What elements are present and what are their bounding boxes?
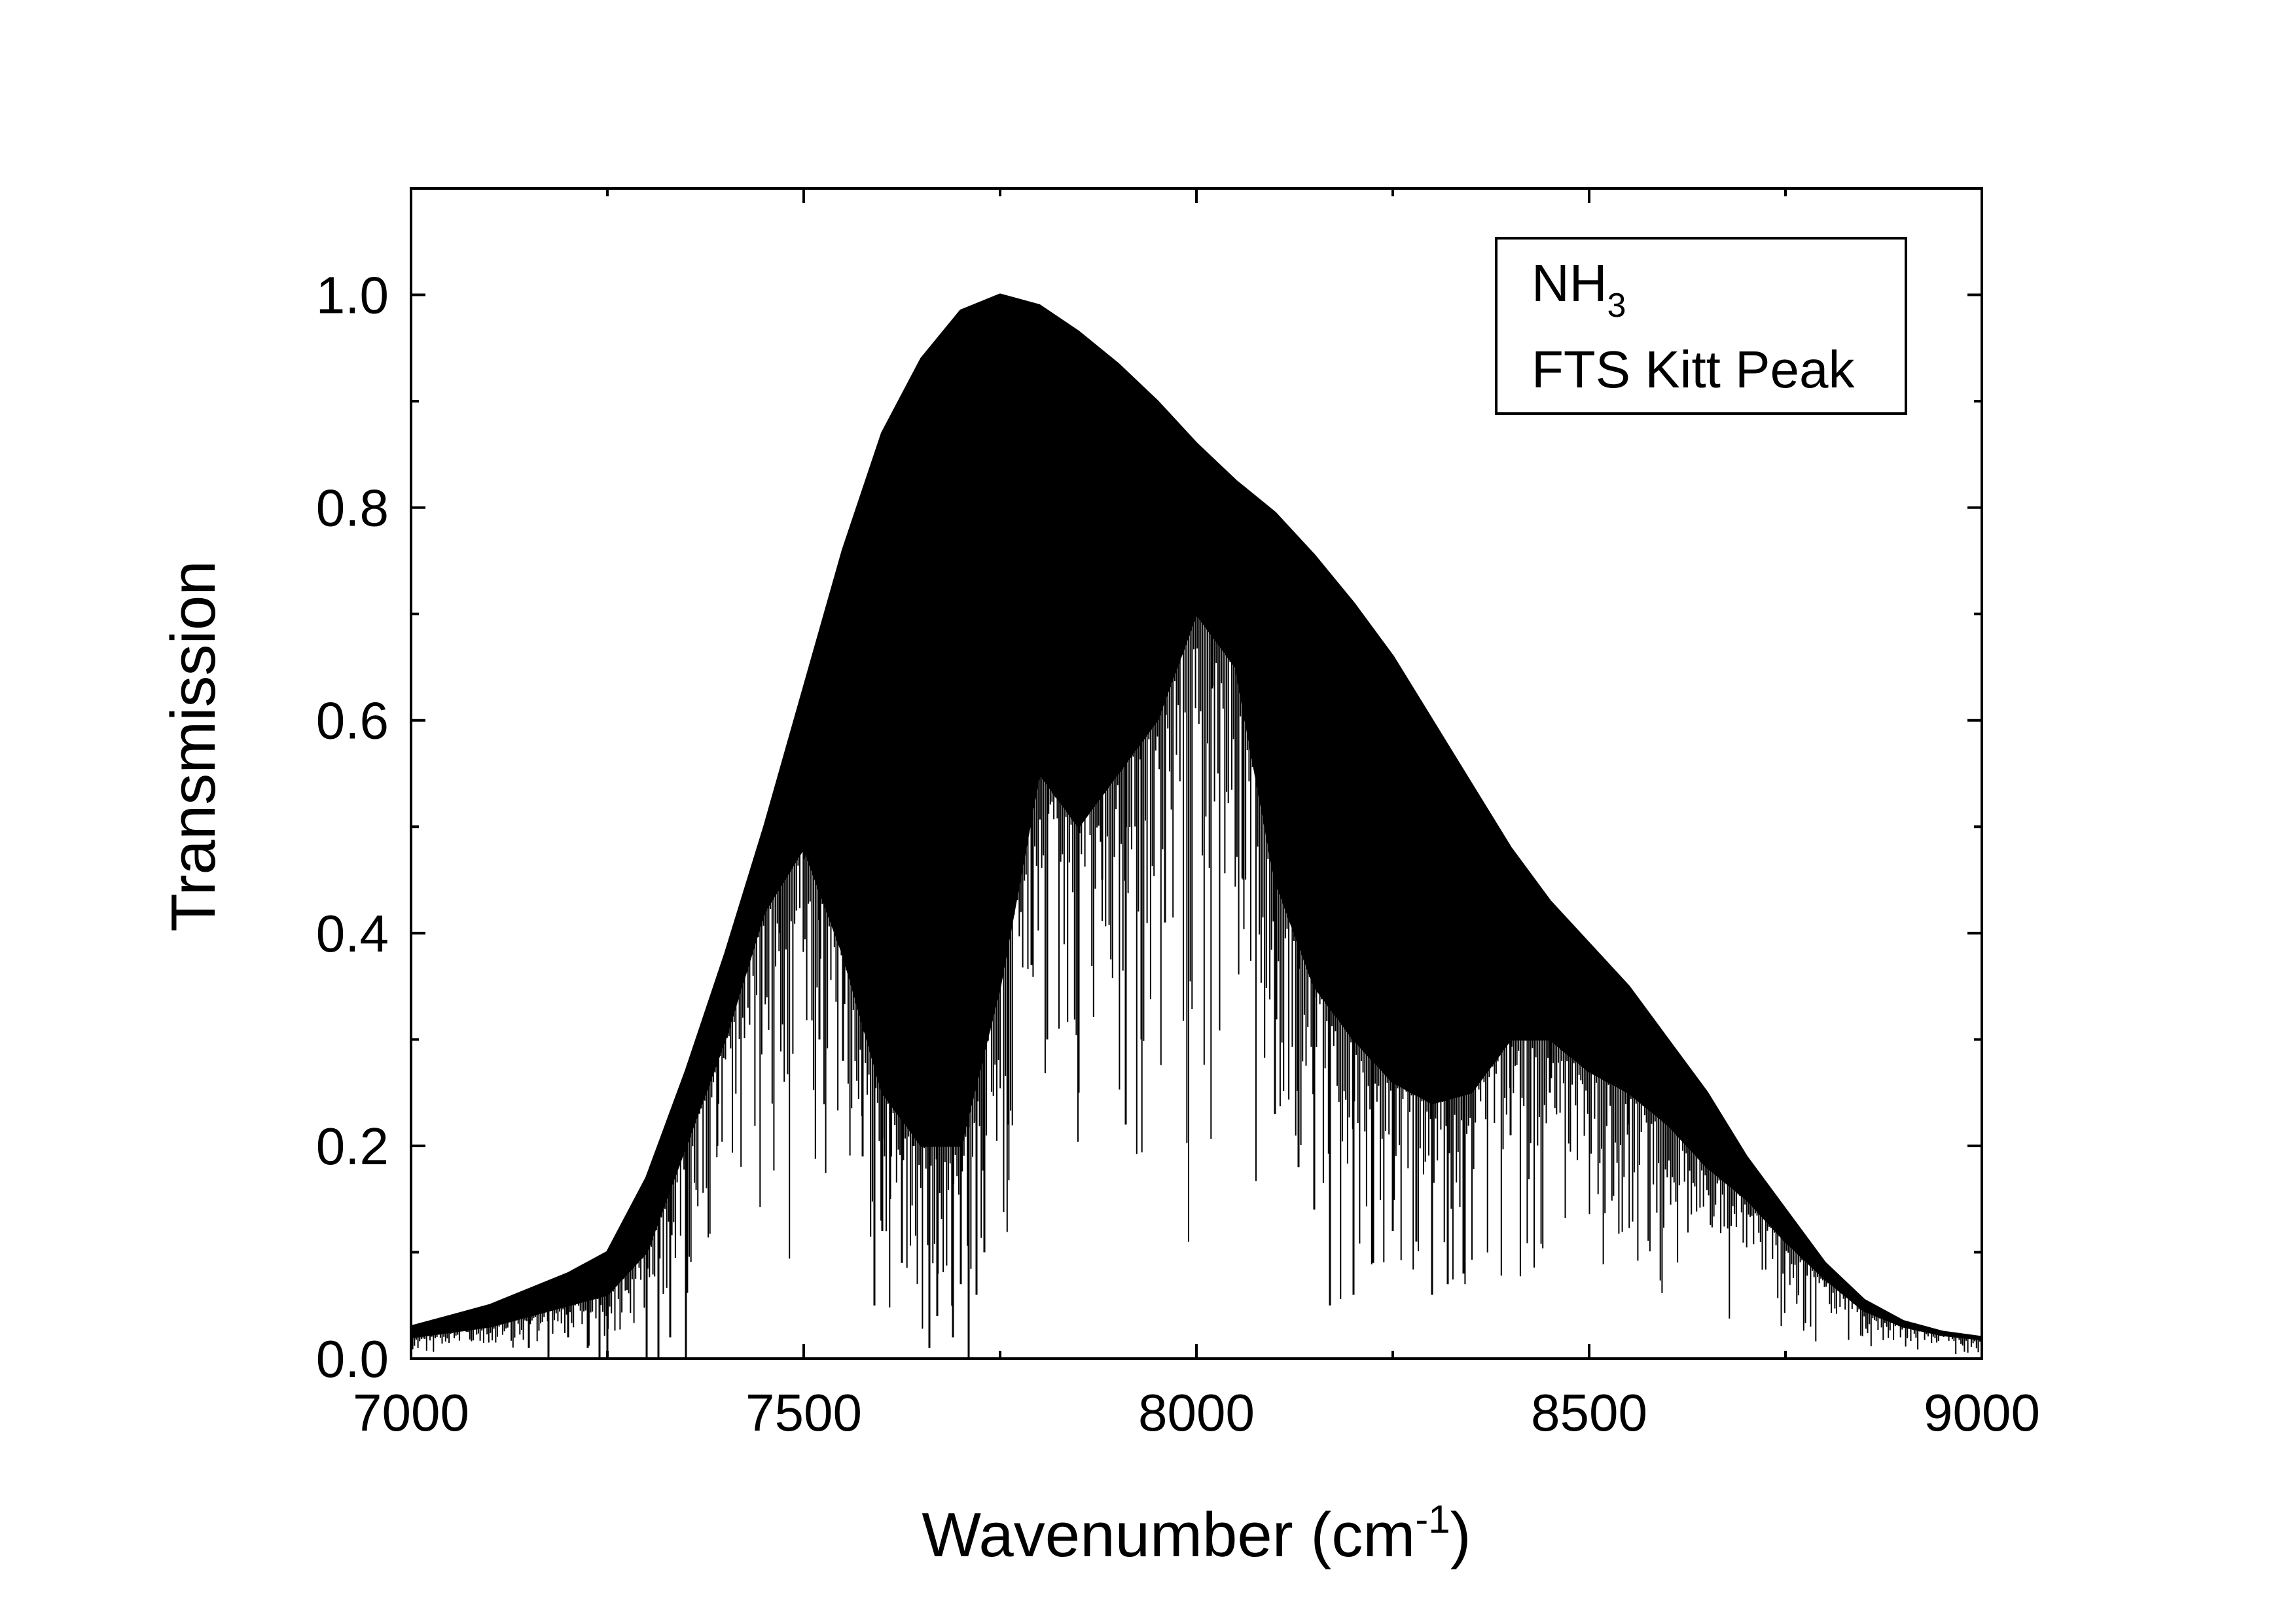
x-axis-title-main: Wavenumber (cm — [922, 1500, 1415, 1570]
x-axis-title: Wavenumber (cm-1) — [922, 1497, 1471, 1570]
legend-compound-main: NH — [1532, 254, 1607, 312]
x-tick-label: 9000 — [1924, 1383, 2040, 1442]
y-tick-label: 0.8 — [316, 479, 389, 537]
y-tick-label: 0.0 — [316, 1330, 389, 1388]
legend-entry-compound: NH3 — [1532, 254, 1626, 325]
transmission-upper-envelope — [411, 293, 1982, 1339]
x-tick-label: 8500 — [1531, 1383, 1647, 1442]
y-tick-label: 1.0 — [316, 266, 389, 325]
x-axis-title-superscript: -1 — [1415, 1497, 1450, 1541]
absorption-texture — [411, 594, 1982, 1354]
x-tick-label: 7500 — [745, 1383, 862, 1442]
legend-entry-source: FTS Kitt Peak — [1532, 340, 1855, 399]
series-ammonia-transmission — [411, 293, 1982, 1359]
y-axis: 0.0 0.2 0.4 0.6 0.8 1.0 — [316, 187, 1982, 1388]
x-axis-title-close: ) — [1450, 1500, 1471, 1570]
legend: NH3 FTS Kitt Peak — [1495, 237, 1907, 415]
y-tick-label: 0.2 — [316, 1117, 389, 1175]
x-axis: 7000 7500 8000 8500 9000 — [353, 188, 2040, 1442]
y-axis-title: Transmission — [158, 560, 228, 931]
legend-box — [1495, 237, 1907, 415]
x-tick-label: 7000 — [353, 1383, 469, 1442]
legend-compound-subscript: 3 — [1607, 287, 1626, 325]
y-tick-label: 0.4 — [316, 904, 389, 963]
x-tick-label: 8000 — [1138, 1383, 1255, 1442]
y-tick-label: 0.6 — [316, 692, 389, 750]
